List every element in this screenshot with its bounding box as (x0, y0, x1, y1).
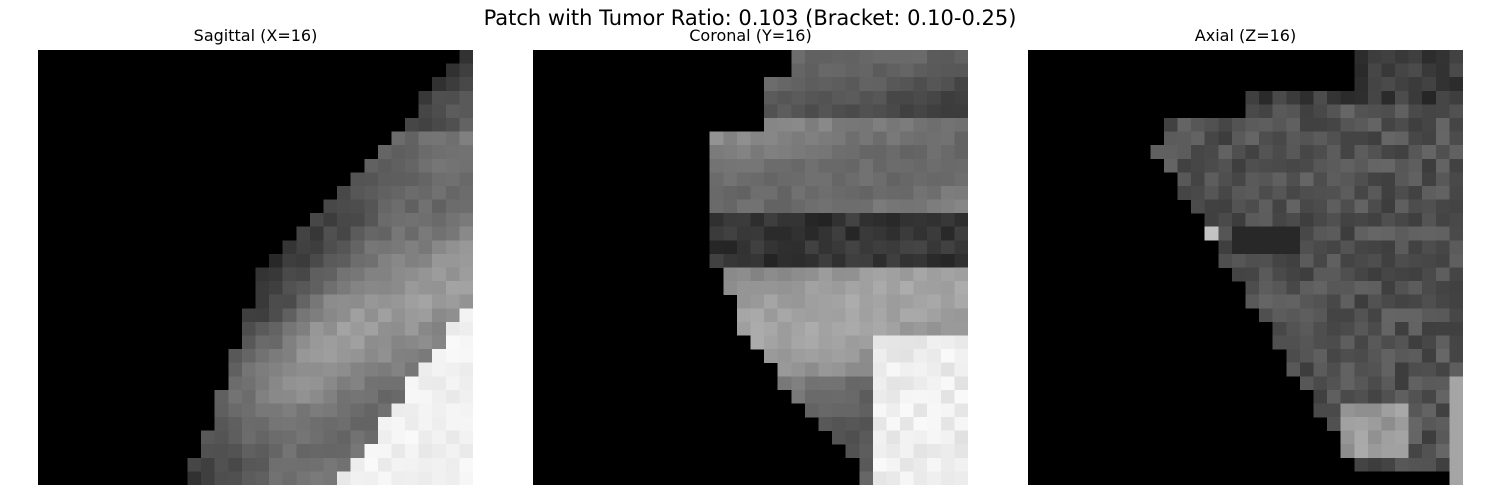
figure-title: Patch with Tumor Ratio: 0.103 (Bracket: … (483, 6, 1017, 30)
sagittal-title: Sagittal (X=16) (193, 26, 318, 45)
sagittal-panel: Sagittal (X=16) (38, 26, 473, 485)
axial-panel: Axial (Z=16) (1028, 26, 1463, 485)
sagittal-slice-image (38, 50, 473, 485)
coronal-slice-image (533, 50, 968, 485)
coronal-title: Coronal (Y=16) (689, 26, 812, 45)
axial-slice-image (1028, 50, 1463, 485)
axial-title: Axial (Z=16) (1194, 26, 1297, 45)
coronal-panel: Coronal (Y=16) (533, 26, 968, 485)
